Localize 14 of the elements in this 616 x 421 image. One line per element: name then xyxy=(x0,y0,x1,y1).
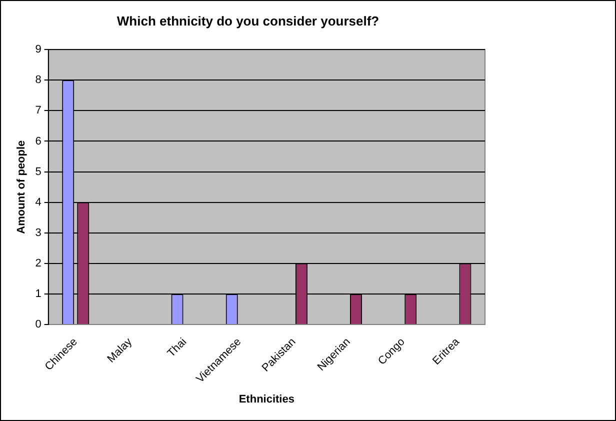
y-tick-label: 7 xyxy=(35,104,42,117)
y-tick-label: 2 xyxy=(35,257,42,270)
y-tick-label: 0 xyxy=(35,318,42,331)
y-tick-label: 9 xyxy=(35,44,42,56)
y-tick-label: 8 xyxy=(35,74,42,86)
chart-title: Which ethnicity do you consider yourself? xyxy=(116,13,380,28)
x-axis-title: Ethnicities xyxy=(238,393,294,406)
y-tick-label: 5 xyxy=(35,166,42,178)
y-tick-label: 4 xyxy=(35,196,42,208)
y-tick-label: 1 xyxy=(35,288,42,300)
y-tick-label: 6 xyxy=(35,135,42,148)
y-axis-title: Amount of people xyxy=(16,140,28,234)
x-tick-label: Thai xyxy=(165,336,190,360)
y-tick-label: 3 xyxy=(35,226,42,239)
